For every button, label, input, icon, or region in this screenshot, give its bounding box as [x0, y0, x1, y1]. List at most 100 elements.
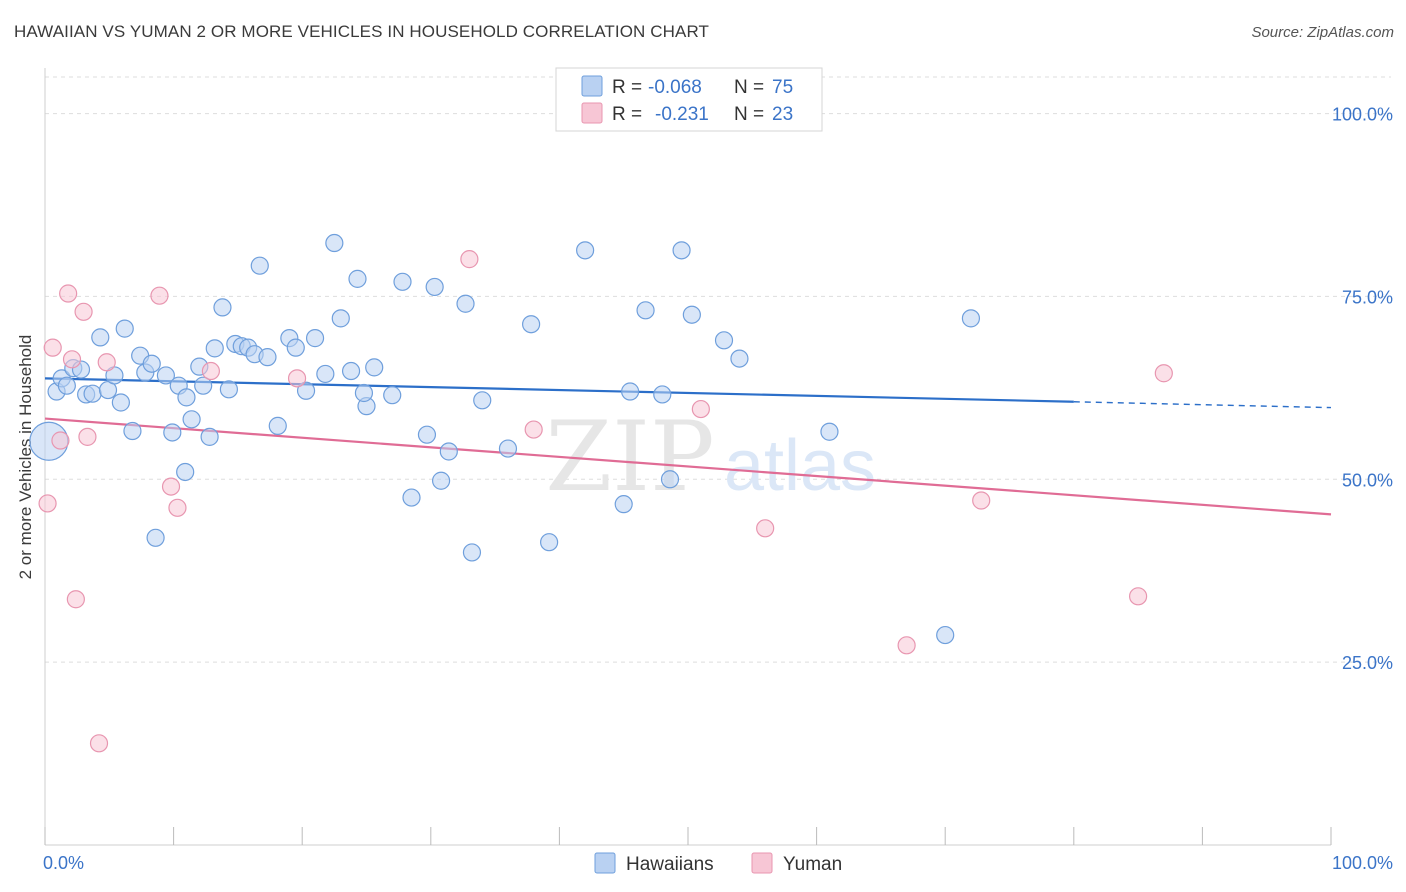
data-point [168, 498, 187, 517]
data-point [258, 348, 277, 367]
legend-hawaiians-label: Hawaiians [626, 854, 714, 875]
data-point [78, 427, 97, 446]
yuman-r-value: -0.231 [655, 104, 709, 125]
data-point [365, 358, 384, 377]
legend-yuman-swatch [751, 852, 773, 874]
data-point [163, 423, 182, 442]
data-point [316, 364, 335, 384]
data-point [250, 256, 269, 275]
data-point [460, 250, 479, 269]
data-point [402, 488, 421, 507]
data-point [756, 519, 775, 538]
series-legend: Hawaiians Yuman [594, 852, 842, 875]
data-point [156, 366, 175, 385]
data-point [286, 338, 305, 357]
yuman-r-label: R = [612, 104, 642, 125]
data-point [296, 381, 316, 400]
data-point [51, 431, 70, 450]
data-point [348, 269, 367, 288]
data-point [972, 491, 991, 510]
data-point [1128, 587, 1148, 606]
source-credit: Source: ZipAtlas.com [1251, 24, 1394, 41]
data-point [91, 328, 110, 347]
data-point [341, 361, 361, 381]
hawaiians-r-label: R = [612, 77, 642, 98]
data-point [672, 241, 691, 260]
hawaiians-r-value: -0.068 [648, 77, 702, 98]
data-point [176, 462, 195, 482]
data-point [417, 425, 437, 444]
data-point [730, 349, 749, 368]
stats-legend: R = -0.068 N = 75 R = -0.231 N = 23 [555, 67, 823, 132]
data-point [621, 382, 640, 401]
data-point [653, 385, 672, 404]
x-tick-label: 100.0% [1332, 853, 1393, 873]
hawaiians-n-label: N = [734, 77, 764, 98]
data-point [205, 339, 224, 358]
data-point [182, 410, 201, 429]
data-point [59, 284, 78, 303]
yuman-swatch [581, 102, 603, 124]
x-tick-labels: 0.0% 100.0% [43, 853, 1393, 873]
data-point [961, 309, 981, 328]
data-point [194, 376, 213, 395]
data-point [540, 533, 559, 552]
data-point [462, 543, 482, 562]
x-tick-label: 0.0% [43, 853, 84, 873]
data-point [268, 416, 287, 435]
data-point [383, 386, 402, 405]
data-point [62, 350, 82, 369]
legend-hawaiians-swatch [594, 852, 616, 874]
watermark: ZIP atlas [545, 401, 876, 513]
data-point [1154, 364, 1173, 383]
y-tick-label: 100.0% [1332, 105, 1393, 125]
data-point [200, 427, 219, 446]
data-point [305, 329, 325, 348]
y-tick-label: 75.0% [1342, 287, 1393, 307]
data-point [682, 305, 701, 324]
trend-lines [44, 377, 1332, 516]
trend-line-0 [44, 377, 1074, 403]
data-point [331, 309, 350, 328]
data-point [287, 369, 307, 388]
data-point [614, 495, 633, 514]
data-point [142, 354, 161, 373]
data-point [150, 286, 169, 305]
chart-title: HAWAIIAN VS YUMAN 2 OR MORE VEHICLES IN … [14, 22, 710, 41]
data-point [38, 494, 57, 513]
watermark-atlas: atlas [724, 426, 876, 506]
data-point [691, 399, 710, 419]
data-point [43, 338, 62, 357]
data-point [714, 331, 734, 350]
trend-line-1 [44, 417, 1332, 516]
data-points [29, 233, 1173, 753]
data-point [97, 353, 116, 372]
data-point [439, 442, 458, 461]
data-point [57, 376, 76, 395]
data-point [146, 528, 165, 547]
data-point [123, 421, 142, 441]
data-point [213, 298, 232, 317]
data-point [636, 301, 655, 320]
trend-line-0-extension [1073, 401, 1332, 409]
data-point [820, 422, 839, 441]
data-point [325, 233, 344, 253]
data-point [219, 380, 238, 399]
legend-yuman-label: Yuman [783, 854, 842, 875]
yuman-n-label: N = [734, 104, 764, 125]
data-point [524, 420, 543, 439]
gridlines [45, 76, 1391, 663]
y-tick-label: 50.0% [1342, 470, 1393, 490]
data-point [354, 383, 374, 403]
data-point [431, 471, 451, 490]
data-point [89, 734, 109, 753]
data-point [522, 315, 541, 334]
data-point [576, 241, 595, 260]
yuman-n-value: 23 [772, 104, 793, 125]
y-tick-labels: 25.0% 50.0% 75.0% 100.0% [1332, 105, 1393, 674]
data-point [201, 361, 220, 381]
data-point [177, 388, 196, 407]
data-point [498, 439, 518, 458]
data-point [115, 319, 134, 338]
